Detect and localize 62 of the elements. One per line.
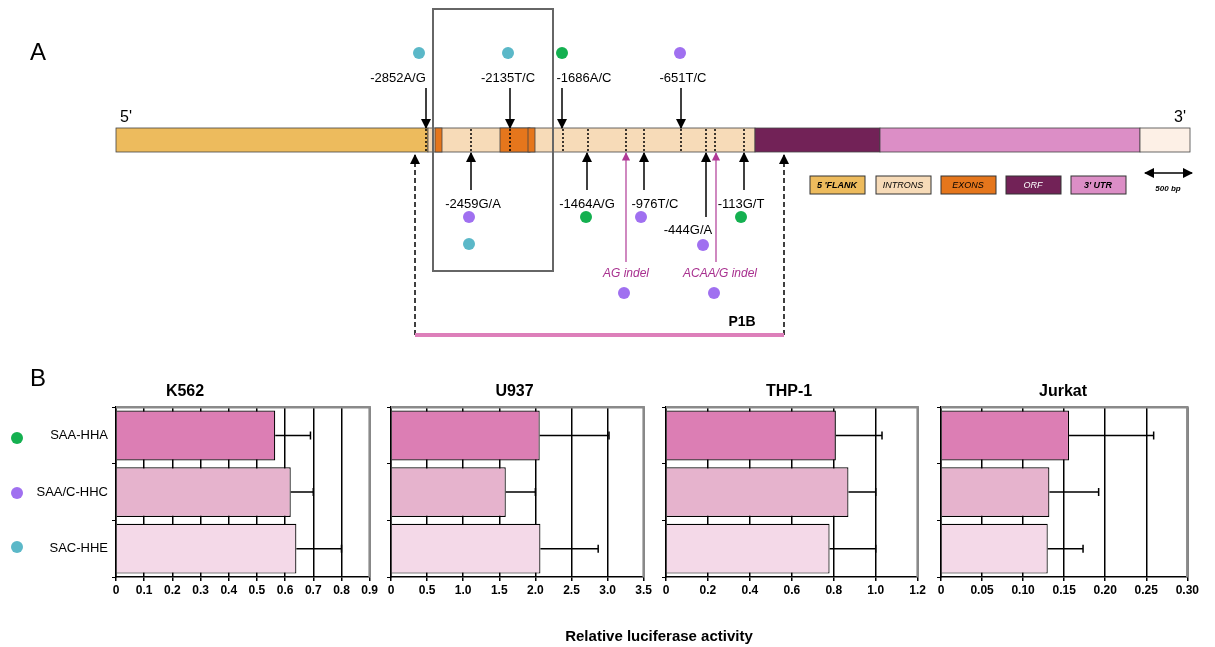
text: 5' (120, 108, 132, 126)
x-tick-label: 1.2 (909, 582, 927, 597)
x-tick-label: 1.0 (867, 582, 885, 597)
text: INTRONS (882, 180, 924, 190)
x-tick-label: 0.2 (164, 582, 182, 597)
text: A (29, 38, 47, 66)
text: 3' (1174, 108, 1186, 126)
text: -1464A/G (559, 195, 615, 211)
x-tick-label: 3.0 (599, 582, 617, 597)
text: -2135T/C (480, 69, 536, 85)
x-tick-label: 0.05 (970, 582, 995, 597)
text: -113G/T (717, 195, 765, 211)
x-tick-label: 0.8 (333, 582, 351, 597)
text: B (29, 364, 47, 392)
chart-title: Jurkat (1038, 382, 1088, 400)
x-tick-label: 0.4 (220, 582, 238, 597)
text: -651T/C (659, 69, 707, 85)
x-tick-label: 0.3 (192, 582, 210, 597)
x-tick-label: 0.20 (1093, 582, 1118, 597)
x-tick-label: 0.4 (741, 582, 759, 597)
text: EXONS (952, 180, 984, 190)
x-tick-label: 0.6 (783, 582, 801, 597)
x-tick-label: 0.6 (276, 582, 294, 597)
x-tick-label: 0 (112, 582, 120, 597)
text: 3' UTR (1083, 180, 1113, 190)
x-tick-label: 0.10 (1011, 582, 1036, 597)
y-tick-label: SAA-HHA (50, 427, 109, 443)
x-tick-label: 0 (662, 582, 670, 597)
chart-title: U937 (495, 382, 534, 400)
text: -1686A/C (556, 69, 612, 85)
text: AG indel (602, 266, 650, 280)
text: P1B (728, 313, 756, 329)
text: ORF (1023, 180, 1043, 190)
x-tick-label: 0.5 (248, 582, 266, 597)
text: -2852A/G (370, 69, 426, 85)
text: 500 bp (1155, 183, 1181, 193)
text: ACAA/G indel (682, 266, 758, 280)
x-tick-label: 0 (937, 582, 945, 597)
x-tick-label: 3.5 (635, 582, 653, 597)
y-tick-label: SAA/C-HHC (36, 483, 108, 499)
x-tick-label: 0.15 (1052, 582, 1077, 597)
x-tick-label: 0.5 (418, 582, 436, 597)
chart-title: THP-1 (765, 382, 813, 400)
x-tick-label: 0.30 (1175, 582, 1200, 597)
x-tick-label: 0.7 (304, 582, 322, 597)
x-tick-label: 0.8 (825, 582, 843, 597)
x-tick-label: 1.0 (454, 582, 472, 597)
x-tick-label: 2.0 (527, 582, 545, 597)
x-tick-label: 0.1 (135, 582, 153, 597)
x-axis-title: Relative luciferase activity (565, 626, 753, 644)
x-tick-label: 0.2 (699, 582, 717, 597)
x-tick-label: 0 (387, 582, 395, 597)
text: -2459G/A (445, 195, 501, 211)
x-tick-label: 2.5 (563, 582, 581, 597)
x-tick-label: 0.25 (1134, 582, 1159, 597)
chart-title: K562 (165, 382, 205, 400)
text: 5 'FLANK (816, 180, 858, 190)
text: -976T/C (631, 195, 679, 211)
x-tick-label: 0.9 (361, 582, 379, 597)
text: -444G/A (663, 221, 713, 237)
x-tick-label: 1.5 (490, 582, 508, 597)
y-tick-label: SAC-HHE (49, 540, 109, 556)
